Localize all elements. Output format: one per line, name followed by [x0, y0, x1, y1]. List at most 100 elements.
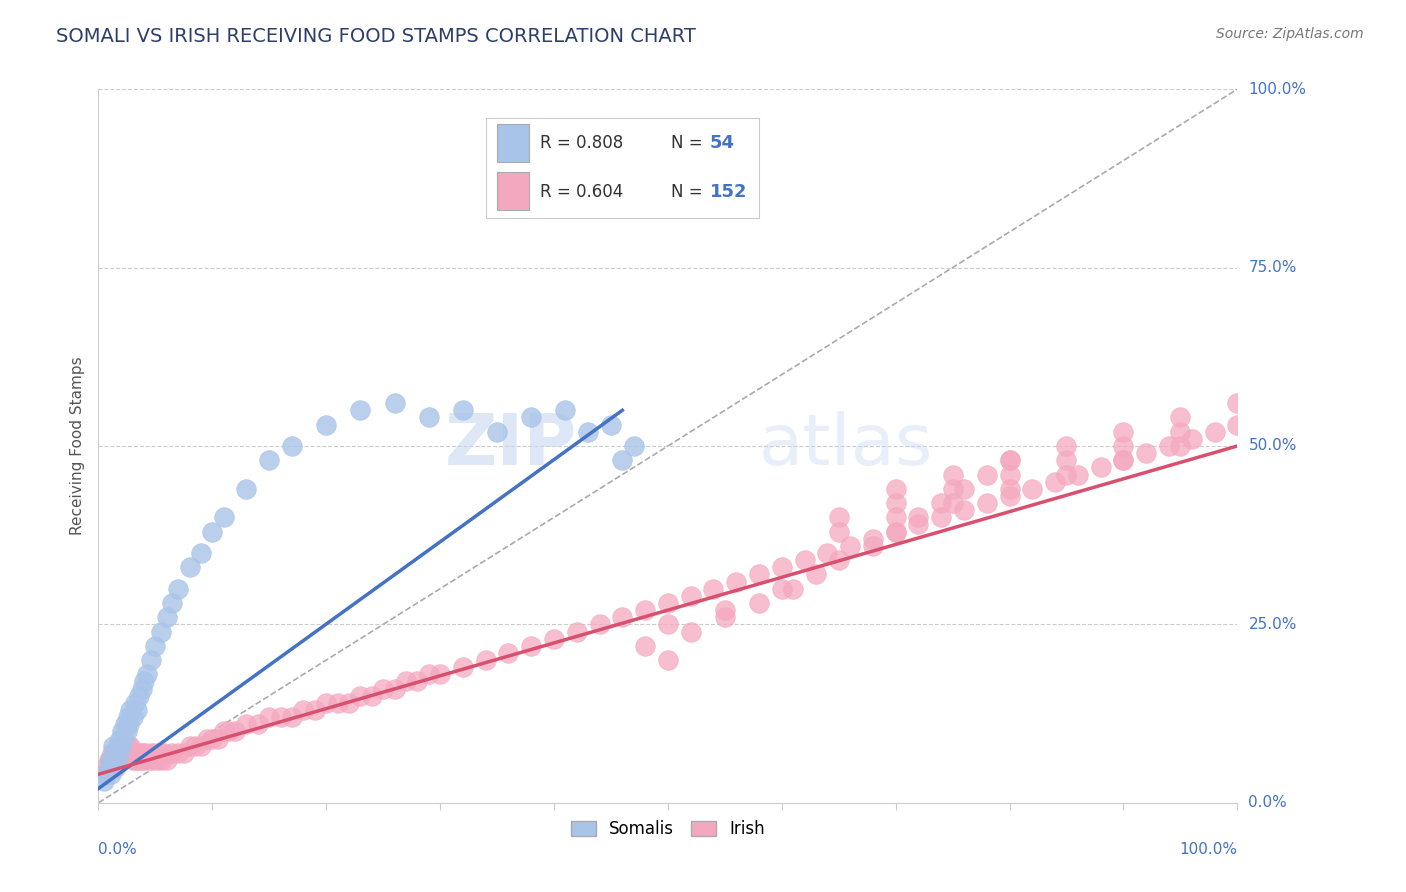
Point — [156, 753, 179, 767]
Point — [884, 524, 907, 539]
Point — [132, 746, 155, 760]
Point — [103, 760, 125, 774]
Point — [1170, 410, 1192, 425]
Point — [1170, 425, 1192, 439]
Point — [149, 746, 172, 760]
Text: ZIP: ZIP — [444, 411, 576, 481]
Point — [110, 753, 132, 767]
Point — [146, 753, 169, 767]
Point — [418, 667, 440, 681]
Point — [384, 681, 406, 696]
Point — [98, 760, 121, 774]
Point — [349, 403, 371, 417]
Point — [942, 467, 965, 482]
Point — [105, 753, 128, 767]
Point — [998, 489, 1021, 503]
Point — [110, 739, 132, 753]
Point — [104, 746, 127, 760]
Point — [942, 496, 965, 510]
Point — [828, 510, 851, 524]
Point — [103, 753, 125, 767]
Point — [132, 753, 155, 767]
Point — [828, 524, 851, 539]
Point — [998, 453, 1021, 467]
Point — [554, 403, 576, 417]
Point — [121, 710, 143, 724]
Point — [156, 610, 179, 624]
Point — [173, 746, 195, 760]
Point — [270, 710, 292, 724]
Point — [153, 746, 176, 760]
Point — [93, 774, 115, 789]
Point — [97, 760, 120, 774]
Text: 50.0%: 50.0% — [1249, 439, 1296, 453]
Point — [190, 739, 212, 753]
Point — [201, 524, 224, 539]
Point — [1112, 453, 1135, 467]
Point — [976, 496, 998, 510]
Point — [179, 739, 201, 753]
Point — [207, 731, 229, 746]
Point — [125, 746, 148, 760]
Y-axis label: Receiving Food Stamps: Receiving Food Stamps — [69, 357, 84, 535]
Point — [112, 731, 135, 746]
Point — [1090, 460, 1112, 475]
Point — [384, 396, 406, 410]
Point — [139, 746, 162, 760]
Point — [418, 410, 440, 425]
Point — [679, 589, 702, 603]
Point — [543, 632, 565, 646]
Point — [127, 753, 149, 767]
Text: 25.0%: 25.0% — [1249, 617, 1296, 632]
Point — [498, 646, 520, 660]
Point — [103, 739, 125, 753]
Point — [451, 403, 474, 417]
Point — [97, 753, 120, 767]
Point — [96, 767, 118, 781]
Point — [259, 710, 281, 724]
Point — [142, 753, 165, 767]
Point — [953, 482, 976, 496]
Point — [108, 746, 131, 760]
Point — [136, 667, 159, 681]
Point — [884, 482, 907, 496]
Point — [167, 746, 190, 760]
Point — [112, 739, 135, 753]
Point — [929, 510, 952, 524]
Text: Source: ZipAtlas.com: Source: ZipAtlas.com — [1216, 27, 1364, 41]
Point — [1170, 439, 1192, 453]
Point — [139, 653, 162, 667]
Point — [145, 746, 167, 760]
Point — [770, 582, 793, 596]
Point — [634, 639, 657, 653]
Point — [623, 439, 645, 453]
Point — [565, 624, 588, 639]
Point — [451, 660, 474, 674]
Point — [862, 532, 884, 546]
Point — [100, 767, 122, 781]
Point — [406, 674, 429, 689]
Point — [190, 546, 212, 560]
Point — [103, 746, 125, 760]
Point — [121, 753, 143, 767]
Point — [145, 639, 167, 653]
Point — [884, 496, 907, 510]
Point — [371, 681, 394, 696]
Point — [1054, 467, 1078, 482]
Point — [1181, 432, 1204, 446]
Point — [884, 510, 907, 524]
Point — [128, 753, 150, 767]
Point — [132, 674, 155, 689]
Point — [281, 710, 304, 724]
Point — [235, 482, 257, 496]
Point — [246, 717, 269, 731]
Point — [150, 753, 173, 767]
Point — [804, 567, 827, 582]
Point — [93, 767, 115, 781]
Point — [127, 746, 149, 760]
Point — [486, 425, 509, 439]
Point — [612, 610, 634, 624]
Point — [1157, 439, 1180, 453]
Point — [998, 482, 1021, 496]
Point — [360, 689, 382, 703]
